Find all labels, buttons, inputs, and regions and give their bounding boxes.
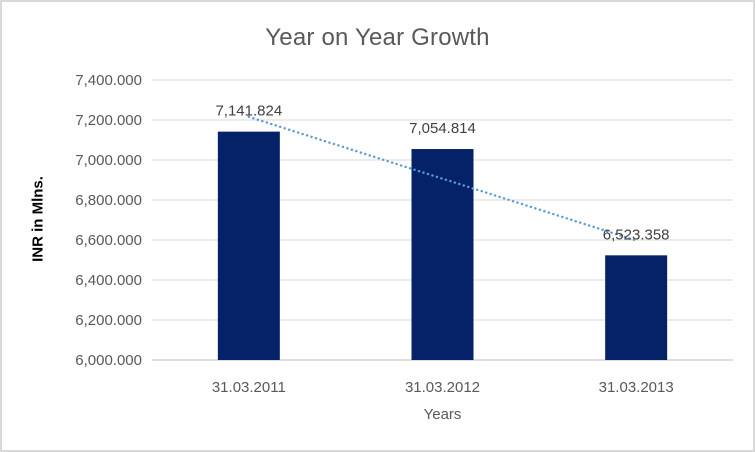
chart-title: Year on Year Growth [265,24,490,51]
bar [605,255,668,360]
y-tick-label: 6,000.000 [75,352,142,369]
y-tick-label: 6,200.000 [75,312,142,329]
y-tick-label: 6,800.000 [75,192,142,209]
bar-data-label: 6,523.358 [603,226,670,243]
bar [411,149,474,360]
x-tick-label: 31.03.2011 [212,379,286,396]
y-tick-label: 7,400.000 [75,72,142,89]
x-tick-label: 31.03.2013 [599,379,674,396]
bar-data-label: 7,054.814 [409,120,476,137]
y-tick-label: 7,200.000 [75,112,142,129]
y-tick-label: 7,000.000 [75,152,142,169]
x-tick-label: 31.03.2012 [405,379,480,396]
y-tick-label: 6,600.000 [75,232,142,249]
bar-data-label: 7,141.824 [215,103,282,120]
y-tick-label: 6,400.000 [75,272,142,289]
x-axis-title: Years [423,406,462,423]
trendline [247,115,638,242]
bar [217,131,280,360]
